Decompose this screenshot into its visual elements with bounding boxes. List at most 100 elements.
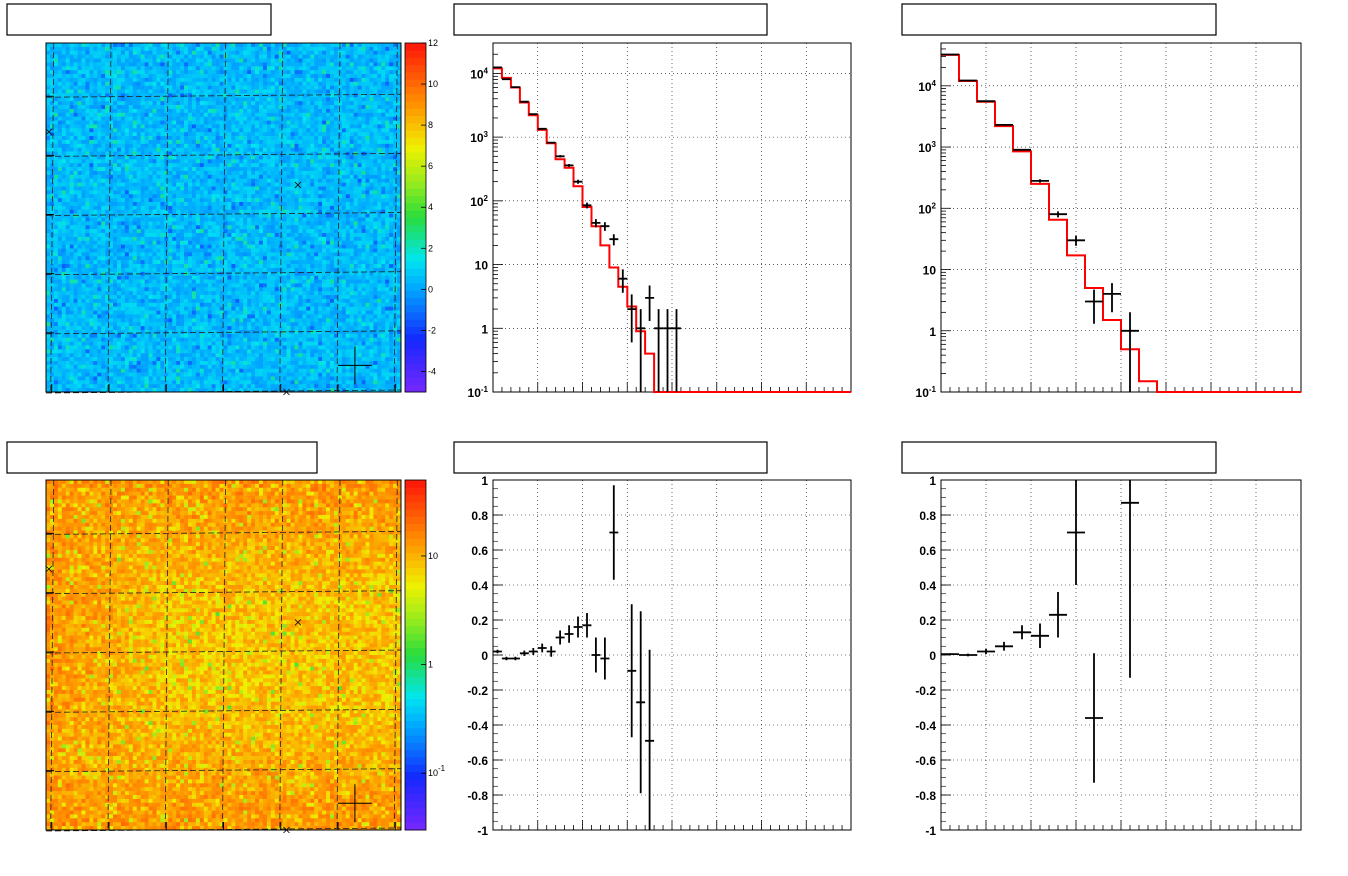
heatmap-cell bbox=[121, 380, 125, 384]
heatmap-cell bbox=[54, 237, 58, 241]
heatmap-cell bbox=[62, 210, 66, 214]
heatmap-cell bbox=[46, 384, 50, 388]
heatmap-cell bbox=[105, 113, 109, 117]
heatmap-cell bbox=[62, 272, 66, 276]
heatmap-cell bbox=[78, 124, 82, 128]
heatmap-cell bbox=[97, 70, 101, 74]
heatmap-cell bbox=[89, 256, 93, 260]
heatmap-cell bbox=[97, 214, 101, 218]
heatmap-cell bbox=[109, 353, 113, 357]
heatmap-cell bbox=[109, 326, 113, 330]
heatmap-cell bbox=[129, 287, 133, 291]
heatmap-cell bbox=[121, 113, 125, 117]
heatmap-cell bbox=[62, 357, 66, 361]
heatmap-cell bbox=[82, 376, 86, 380]
heatmap-cell bbox=[97, 326, 101, 330]
heatmap-cell bbox=[105, 237, 109, 241]
heatmap-cell bbox=[46, 303, 50, 307]
heatmap-cell bbox=[62, 268, 66, 272]
heatmap-cell bbox=[54, 280, 58, 284]
heatmap-cell bbox=[62, 171, 66, 175]
heatmap-cell bbox=[121, 283, 125, 287]
heatmap-cell bbox=[109, 66, 113, 70]
heatmap-cell bbox=[121, 78, 125, 82]
heatmap-cell bbox=[82, 295, 86, 299]
heatmap-cell bbox=[109, 268, 113, 272]
heatmap-cell bbox=[62, 256, 66, 260]
heatmap-cell bbox=[62, 369, 66, 373]
heatmap-cell bbox=[93, 121, 97, 125]
heatmap-cell bbox=[85, 318, 89, 322]
heatmap-cell bbox=[101, 376, 105, 380]
heatmap-cell bbox=[82, 202, 86, 206]
heatmap-cell bbox=[101, 241, 105, 245]
heatmap-cell bbox=[46, 249, 50, 253]
heatmap-cell bbox=[125, 357, 129, 361]
heatmap-cell bbox=[46, 167, 50, 171]
heatmap-cell bbox=[117, 357, 121, 361]
heatmap-cell bbox=[62, 43, 66, 47]
heatmap-cell bbox=[78, 373, 82, 377]
heatmap-cell bbox=[125, 210, 129, 214]
heatmap-cell bbox=[97, 62, 101, 66]
heatmap-cell bbox=[70, 241, 74, 245]
heatmap-cell bbox=[109, 59, 113, 63]
heatmap-cell bbox=[121, 314, 125, 318]
heatmap-cell bbox=[46, 380, 50, 384]
heatmap-cell bbox=[82, 369, 86, 373]
heatmap-cell bbox=[50, 136, 54, 140]
heatmap-cell bbox=[46, 121, 50, 125]
heatmap-cell bbox=[125, 342, 129, 346]
heatmap-cell bbox=[125, 206, 129, 210]
heatmap-cell bbox=[101, 70, 105, 74]
heatmap-cell bbox=[125, 163, 129, 167]
heatmap-cell bbox=[89, 295, 93, 299]
heatmap-cell bbox=[82, 264, 86, 268]
heatmap-cell bbox=[97, 51, 101, 55]
heatmap-cell bbox=[129, 357, 133, 361]
heatmap-cell bbox=[105, 225, 109, 229]
heatmap-cell bbox=[70, 105, 74, 109]
heatmap-cell bbox=[46, 148, 50, 152]
heatmap-cell bbox=[101, 218, 105, 222]
heatmap-cell bbox=[54, 380, 58, 384]
heatmap-cell bbox=[125, 334, 129, 338]
heatmap-cell bbox=[78, 349, 82, 353]
heatmap-cell bbox=[70, 206, 74, 210]
heatmap-cell bbox=[50, 345, 54, 349]
heatmap-cell bbox=[105, 249, 109, 253]
heatmap-cell bbox=[85, 140, 89, 144]
heatmap-cell bbox=[82, 78, 86, 82]
heatmap-cell bbox=[93, 206, 97, 210]
heatmap-cell bbox=[117, 206, 121, 210]
heatmap-cell bbox=[46, 78, 50, 82]
heatmap-cell bbox=[85, 51, 89, 55]
heatmap-cell bbox=[46, 229, 50, 233]
heatmap-cell bbox=[129, 260, 133, 264]
heatmap-cell bbox=[117, 256, 121, 260]
heatmap-cell bbox=[121, 225, 125, 229]
heatmap-cell bbox=[129, 43, 133, 47]
heatmap-cell bbox=[54, 326, 58, 330]
heatmap-cell bbox=[133, 51, 137, 55]
heatmap-cell bbox=[74, 124, 78, 128]
heatmap-cell bbox=[82, 179, 86, 183]
heatmap-cell bbox=[82, 210, 86, 214]
heatmap-cell bbox=[121, 144, 125, 148]
heatmap-cell bbox=[105, 233, 109, 237]
heatmap-cell bbox=[54, 334, 58, 338]
heatmap-cell bbox=[101, 206, 105, 210]
heatmap-cell bbox=[117, 268, 121, 272]
heatmap-cell bbox=[129, 194, 133, 198]
heatmap-cell bbox=[97, 55, 101, 59]
heatmap-cell bbox=[89, 140, 93, 144]
heatmap-cell bbox=[54, 148, 58, 152]
heatmap-cell bbox=[62, 86, 66, 90]
heatmap-cell bbox=[121, 175, 125, 179]
heatmap-cell bbox=[82, 167, 86, 171]
heatmap-cell bbox=[46, 276, 50, 280]
heatmap-cell bbox=[105, 214, 109, 218]
heatmap-cell bbox=[62, 334, 66, 338]
heatmap-cell bbox=[66, 361, 70, 365]
heatmap-cell bbox=[101, 159, 105, 163]
